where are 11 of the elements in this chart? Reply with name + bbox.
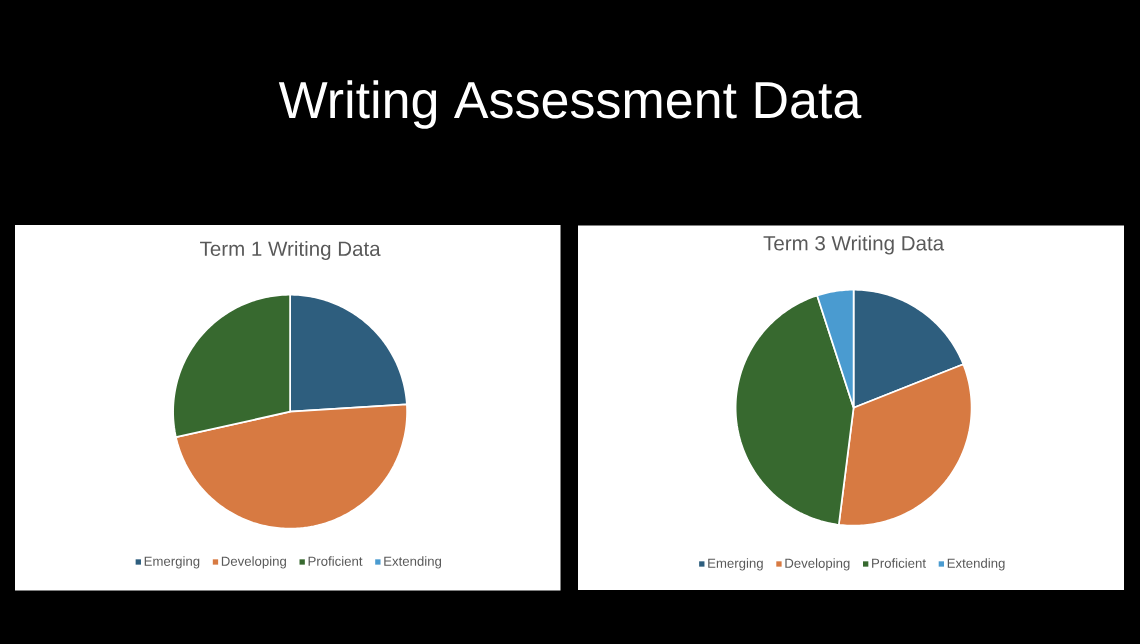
- legend-label: Emerging: [144, 556, 200, 569]
- legend-label: Developing: [221, 556, 286, 569]
- chart-title: Term 1 Writing Data: [200, 240, 381, 261]
- text: Writing Assessment Data: [278, 80, 862, 129]
- legend-label: Proficient: [872, 558, 926, 568]
- legend-label: Emerging: [708, 558, 763, 571]
- legend-label: Extending: [384, 556, 442, 569]
- chart-title: Term 3 Writing Data: [763, 235, 945, 255]
- legend-label: Developing: [785, 558, 850, 571]
- legend-label: Extending: [947, 558, 1005, 571]
- legend-label: Proficient: [308, 556, 363, 566]
